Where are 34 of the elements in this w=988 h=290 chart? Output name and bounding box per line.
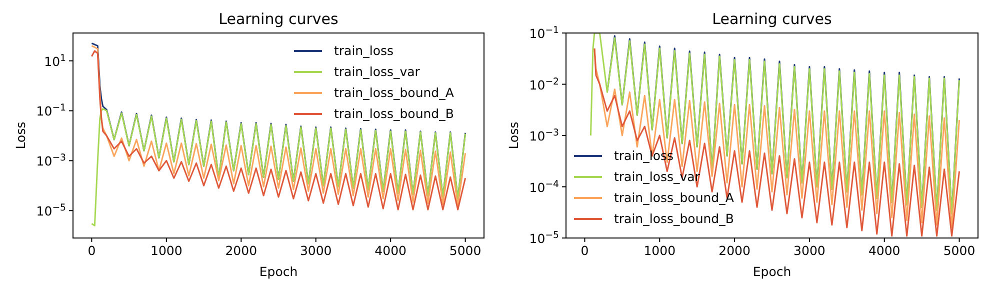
legend-label: train_loss_bound_A [614, 190, 734, 205]
y-tick-label: 10$^{−1}$ [36, 102, 66, 119]
legend-label: train_loss_bound_A [334, 85, 454, 100]
x-tick-label: 0 [88, 243, 96, 258]
y-tick-label: 10$^{−3}$ [529, 127, 560, 144]
y-tick-label: 10$^{−4}$ [529, 178, 560, 195]
line-series [90, 108, 466, 226]
y-axis-title: Loss [506, 122, 521, 150]
legend-label: train_loss_var [334, 64, 421, 79]
legend-label: train_loss_bound_B [334, 106, 454, 121]
y-tick-label: 10$^{−5}$ [529, 230, 560, 246]
x-tick-label: 3000 [300, 243, 332, 258]
x-tick-label: 0 [580, 243, 589, 258]
chart-title: Learning curves [712, 10, 832, 28]
y-tick-label: 10$^{−3}$ [36, 152, 66, 169]
x-axis-title: Epoch [259, 264, 298, 279]
y-tick-label: 10$^{−1}$ [529, 24, 560, 41]
x-tick-label: 2000 [225, 243, 258, 258]
legend-label: train_loss_bound_B [614, 211, 734, 226]
y-tick-label: 10$^{1}$ [44, 52, 66, 69]
x-tick-label: 4000 [868, 243, 900, 258]
x-tick-label: 1000 [644, 243, 676, 258]
chart-title: Learning curves [218, 10, 339, 28]
legend-label: train_loss [334, 43, 394, 58]
x-tick-label: 5000 [449, 243, 482, 258]
y-axis-title: Loss [13, 122, 28, 150]
x-tick-label: 3000 [794, 243, 826, 258]
y-tick-label: 10$^{−2}$ [529, 76, 560, 92]
x-tick-label: 1000 [150, 243, 182, 258]
x-tick-label: 2000 [718, 243, 750, 258]
x-tick-label: 5000 [943, 243, 976, 258]
x-axis-title: Epoch [752, 264, 792, 279]
x-tick-label: 4000 [374, 243, 407, 258]
y-tick-label: 10$^{−5}$ [36, 202, 66, 219]
